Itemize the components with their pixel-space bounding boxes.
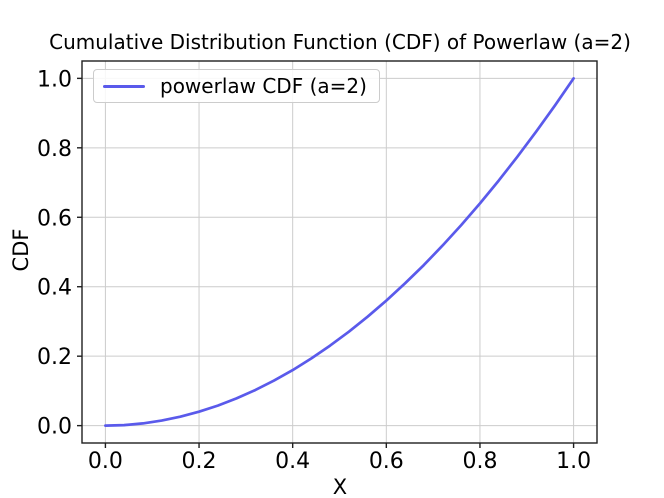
y-tick-label: 0.0: [37, 415, 72, 440]
x-tick-label: 0.0: [88, 449, 123, 474]
x-tick-label: 0.8: [462, 449, 497, 474]
x-axis-label: X: [332, 475, 348, 498]
legend-label: powerlaw CDF (a=2): [160, 74, 367, 98]
x-tick-label: 0.6: [369, 449, 404, 474]
x-tick-label: 1.0: [556, 449, 591, 474]
cdf-curve: [104, 77, 575, 427]
y-tick-label: 0.6: [37, 206, 72, 231]
legend: powerlaw CDF (a=2): [93, 69, 380, 103]
axes-frame: [81, 60, 598, 444]
y-tick-label: 0.2: [37, 345, 72, 370]
x-tick-label: 0.2: [182, 449, 217, 474]
y-axis-label: CDF: [9, 228, 33, 272]
y-tick-label: 0.4: [37, 276, 72, 301]
legend-line-sample: [103, 84, 145, 88]
chart-title: Cumulative Distribution Function (CDF) o…: [49, 30, 631, 54]
y-tick-label: 1.0: [37, 67, 72, 92]
y-tick-label: 0.8: [37, 137, 72, 162]
x-tick-label: 0.4: [275, 449, 310, 474]
